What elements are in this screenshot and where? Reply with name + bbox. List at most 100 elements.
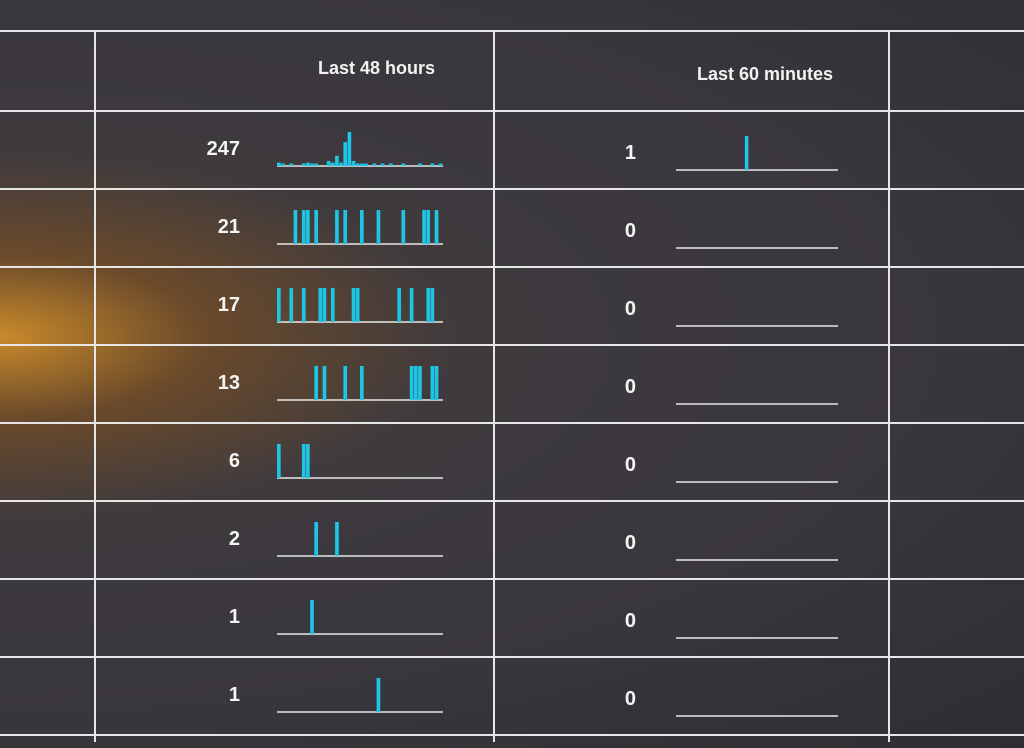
sparkline-bar — [426, 210, 431, 244]
grid-column-line — [94, 30, 96, 742]
sparkline-last-60-minutes — [676, 481, 838, 483]
count-last-48-hours: 1 — [228, 606, 240, 628]
sparkline-bar — [364, 163, 368, 166]
sparkline-bar — [330, 288, 335, 322]
sparkline-last-60-minutes — [676, 637, 838, 639]
sparkline-bar — [314, 522, 318, 556]
sparkline-bar — [306, 444, 310, 478]
sparkline-bar — [277, 162, 281, 166]
sparkline-bar — [430, 163, 435, 166]
grid-line — [0, 422, 1024, 424]
count-last-60-minutes: 0 — [624, 376, 636, 398]
header-last-60-minutes: Last 60 minutes — [697, 64, 834, 84]
sparkline-bar — [409, 288, 414, 322]
grid-line — [0, 500, 1024, 502]
sparkline-last-60-minutes — [676, 136, 838, 171]
sparkline-bar — [281, 163, 285, 166]
count-last-48-hours: 21 — [217, 216, 240, 238]
sparkline-bar — [322, 366, 327, 400]
sparkline-bar — [418, 366, 422, 400]
sparkline-bar — [347, 132, 352, 166]
sparkline-last-48-hours — [277, 678, 443, 713]
sparkline-bar — [289, 288, 294, 322]
sparkline-bar — [343, 210, 348, 244]
grid-line — [0, 656, 1024, 658]
sparkline-bar — [355, 288, 360, 322]
sparkline-bar — [372, 163, 377, 166]
count-last-60-minutes: 0 — [624, 532, 636, 554]
grid-line — [0, 344, 1024, 346]
sparkline-bar — [397, 288, 401, 322]
sparkline-bar — [434, 366, 439, 400]
sparkline-bar — [401, 210, 406, 244]
grid-column-line — [888, 30, 890, 742]
grid-line — [0, 578, 1024, 580]
sparkline-bar — [376, 678, 381, 712]
sparkline-bar — [335, 210, 339, 244]
count-last-60-minutes: 0 — [624, 220, 636, 242]
sparkline-bar — [430, 366, 435, 400]
sparkline-last-48-hours — [277, 444, 443, 479]
grid-line — [0, 266, 1024, 268]
sparkline-bar — [277, 444, 281, 478]
sparkline-bar — [438, 163, 443, 166]
sparkline-bar — [376, 210, 381, 244]
sparkline-bar — [339, 162, 343, 166]
sparkline-last-60-minutes — [676, 715, 838, 717]
sparkline-bar — [314, 163, 318, 166]
sparkline-bar — [314, 366, 318, 400]
sparkline-bar — [301, 163, 306, 166]
sparkline-bar — [409, 366, 414, 400]
sparkline-last-48-hours — [277, 288, 443, 323]
count-last-48-hours: 2 — [228, 528, 240, 550]
grid-column-line — [493, 30, 495, 742]
sparkline-bar — [380, 163, 385, 166]
sparkline-bar — [335, 522, 339, 556]
sparkline-last-48-hours — [277, 600, 443, 635]
count-last-48-hours: 6 — [228, 450, 240, 472]
table-row[interactable]: 21 0 — [0, 190, 1024, 268]
sparkline-bar — [293, 210, 298, 244]
sparkline-bar — [351, 288, 356, 322]
sparkline-bar — [430, 288, 435, 322]
sparkline-bar — [310, 600, 314, 634]
sparkline-bar — [306, 210, 310, 244]
sparkline-bar — [355, 163, 360, 166]
grid-line-top — [0, 30, 1024, 32]
sparkline-last-48-hours — [277, 210, 443, 245]
sparkline-bar — [318, 288, 323, 322]
sparkline-bar — [422, 210, 426, 244]
sparkline-bar — [360, 210, 364, 244]
count-last-60-minutes: 0 — [624, 298, 636, 320]
header-last-48-hours: Last 48 hours — [318, 58, 436, 78]
count-last-60-minutes: 0 — [624, 688, 636, 710]
sparkline-bar — [322, 288, 327, 322]
count-last-60-minutes: 0 — [624, 454, 636, 476]
sparkline-bar — [351, 160, 356, 166]
sparkline-last-60-minutes — [676, 559, 838, 561]
sparkline-bar — [389, 163, 393, 166]
sparkline-last-60-minutes — [676, 247, 838, 249]
count-last-60-minutes: 0 — [624, 610, 636, 632]
sparkline-bar — [301, 210, 306, 244]
sparkline-bar — [330, 162, 335, 166]
sparkline-bar — [306, 162, 310, 166]
sparkline-last-60-minutes — [676, 403, 838, 405]
table-row[interactable]: 247 1 — [0, 112, 1024, 190]
count-last-48-hours: 17 — [217, 294, 240, 316]
count-last-48-hours: 247 — [206, 138, 240, 160]
sparkline-bar — [277, 288, 281, 322]
sparkline-bar — [314, 210, 318, 244]
sparkline-bar — [326, 160, 331, 166]
sparkline-bar — [301, 444, 306, 478]
table-row[interactable]: 13 0 — [0, 346, 1024, 424]
count-last-48-hours: 13 — [217, 372, 240, 394]
sparkline-bar — [744, 136, 749, 170]
table-row[interactable]: 17 0 — [0, 268, 1024, 346]
sparkline-bar — [401, 163, 406, 166]
